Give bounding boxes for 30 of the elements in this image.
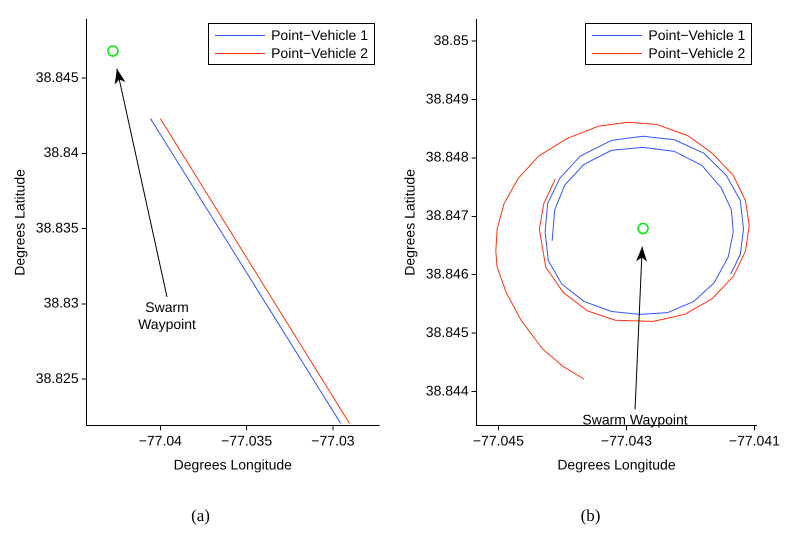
y-tick-label: 38.847 [426, 207, 469, 224]
y-tick-label: 38.846 [426, 266, 469, 282]
y-tick-label: 38.835 [36, 219, 79, 236]
x-tick-label: −77.035 [221, 432, 272, 449]
legend-label: Point−Vehicle 2 [648, 44, 746, 62]
legend-label: Point−Vehicle 1 [648, 26, 746, 44]
legend-label: Point−Vehicle 1 [271, 26, 368, 44]
y-axis-title: Degrees Latitude [11, 168, 28, 276]
y-tick-label: 38.83 [44, 294, 79, 311]
y-tick-label: 38.844 [426, 382, 469, 398]
y-tick-label: 38.845 [36, 68, 79, 85]
x-tick-label: −77.041 [728, 432, 780, 449]
x-tick-label: −77.045 [472, 432, 524, 449]
y-tick-label: 38.849 [426, 90, 469, 106]
text: (a) [190, 506, 211, 526]
annotation: Swarm Waypoint [138, 298, 196, 332]
x-tick-label: −77.03 [311, 432, 355, 449]
y-tick-label: 38.845 [426, 324, 469, 340]
legend-label: Point−Vehicle 2 [271, 44, 368, 62]
x-axis-title: Degrees Longitude [174, 456, 292, 472]
y-axis-title: Degrees Latitude [401, 168, 418, 276]
x-axis-title: Degrees Longitude [557, 456, 676, 472]
y-tick-label: 38.848 [426, 148, 469, 165]
y-tick-label: 38.825 [36, 370, 79, 386]
text: (b) [580, 506, 602, 526]
y-tick-label: 38.85 [434, 32, 469, 48]
y-tick-label: 38.84 [44, 144, 79, 160]
annotation: Swarm Waypoint [582, 411, 688, 428]
x-tick-label: −77.04 [138, 432, 182, 449]
x-tick-label: −77.043 [600, 432, 652, 449]
